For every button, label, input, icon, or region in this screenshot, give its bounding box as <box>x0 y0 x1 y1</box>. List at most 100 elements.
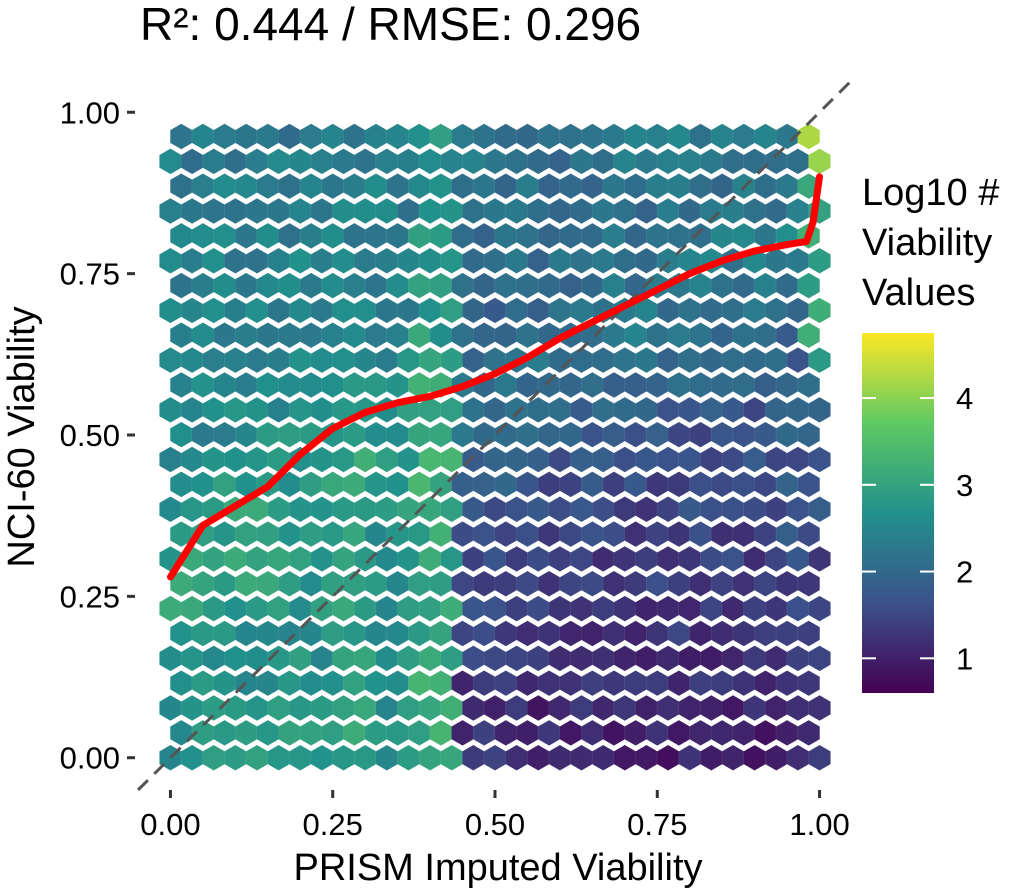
hex-bin <box>407 620 431 647</box>
hex-bin <box>407 421 431 448</box>
hex-bin <box>224 148 247 175</box>
hex-bin <box>278 272 301 299</box>
hex-bin <box>613 496 637 523</box>
hex-bin <box>581 371 604 399</box>
hex-bin <box>224 197 247 225</box>
hex-bin <box>570 197 593 225</box>
hex-bin <box>754 520 777 548</box>
hex-bin <box>624 570 647 597</box>
hex-bin <box>494 322 518 349</box>
hex-bin <box>775 371 799 399</box>
hex-bin <box>462 247 485 274</box>
hex-bin <box>732 520 756 548</box>
hex-bin <box>472 173 496 200</box>
hex-bin <box>613 148 637 175</box>
hex-bin <box>645 123 669 150</box>
hex-bin <box>353 247 377 274</box>
hex-bin <box>645 371 669 399</box>
hex-bin <box>786 446 810 473</box>
hex-bin <box>721 645 745 672</box>
hex-bin <box>570 595 593 622</box>
hex-bin <box>440 595 464 622</box>
hex-bin <box>256 620 280 647</box>
hex-bin <box>775 173 799 200</box>
colorbar: Log10 # Viability Values 1 2 3 4 <box>862 172 999 693</box>
hex-bin <box>407 471 431 498</box>
hex-bin <box>462 347 485 374</box>
hex-bin <box>245 694 269 722</box>
hex-bin <box>278 520 301 548</box>
hex-bin <box>537 173 561 200</box>
hex-bin <box>375 744 399 771</box>
hex-bin <box>516 719 539 746</box>
hex-bin <box>472 670 496 697</box>
hex-bin <box>202 545 226 573</box>
hex-bin <box>494 570 518 597</box>
hex-bin <box>234 620 258 647</box>
hex-bin <box>548 595 572 622</box>
hex-bin <box>602 222 626 249</box>
hex-bin <box>429 322 453 349</box>
hex-bin <box>624 670 647 697</box>
hex-bin <box>159 396 182 423</box>
hex-bin <box>462 297 485 324</box>
hex-bin <box>581 620 604 647</box>
hex-bin <box>310 396 334 423</box>
hex-bin <box>375 197 399 225</box>
hex-bin <box>418 197 442 225</box>
hex-bin <box>451 520 474 548</box>
hex-bin <box>267 595 290 622</box>
hex-bin <box>472 421 496 448</box>
hex-bin <box>483 446 507 473</box>
hex-bin <box>808 297 831 324</box>
hex-bin <box>570 396 593 423</box>
hex-bin <box>559 123 583 150</box>
hex-bin <box>386 421 409 448</box>
hex-bin <box>754 719 777 746</box>
hex-bin <box>429 272 453 299</box>
hex-bin <box>635 446 658 473</box>
hex-bin <box>180 645 204 672</box>
hex-bin <box>418 545 442 573</box>
hex-bin <box>224 297 247 324</box>
hex-bin <box>483 645 507 672</box>
hex-bin <box>353 347 377 374</box>
hex-bin <box>591 446 615 473</box>
hex-bin <box>169 719 193 746</box>
hex-bin <box>332 645 355 672</box>
hex-bin <box>645 173 669 200</box>
hex-bin <box>191 670 215 697</box>
hex-bin <box>732 670 756 697</box>
hex-bin <box>375 148 399 175</box>
hex-bin <box>710 173 734 200</box>
hex-bin <box>191 620 215 647</box>
hex-bin <box>288 197 312 225</box>
hex-bin <box>429 719 453 746</box>
hex-bin <box>764 347 788 374</box>
hex-bin <box>570 446 593 473</box>
hex-bin <box>516 570 539 597</box>
hex-bin <box>159 247 182 274</box>
hex-bin <box>169 173 193 200</box>
hex-bin <box>710 620 734 647</box>
hex-bin <box>516 222 539 249</box>
hex-bin <box>635 744 658 771</box>
hex-bin <box>624 719 647 746</box>
hex-bin <box>764 297 788 324</box>
hex-bin <box>213 272 236 299</box>
hex-bin <box>678 396 702 423</box>
hex-bin <box>191 570 215 597</box>
hex-bin <box>353 645 377 672</box>
hex-bin <box>797 471 821 498</box>
hex-bin <box>786 197 810 225</box>
hex-bin <box>700 496 723 523</box>
hex-bin <box>288 496 312 523</box>
hex-bin <box>310 247 334 274</box>
hex-bin <box>526 247 550 274</box>
hex-bin <box>624 520 647 548</box>
hex-bin <box>483 744 507 771</box>
hex-bin <box>332 694 355 722</box>
hex-bin <box>635 148 658 175</box>
hex-bin <box>418 446 442 473</box>
